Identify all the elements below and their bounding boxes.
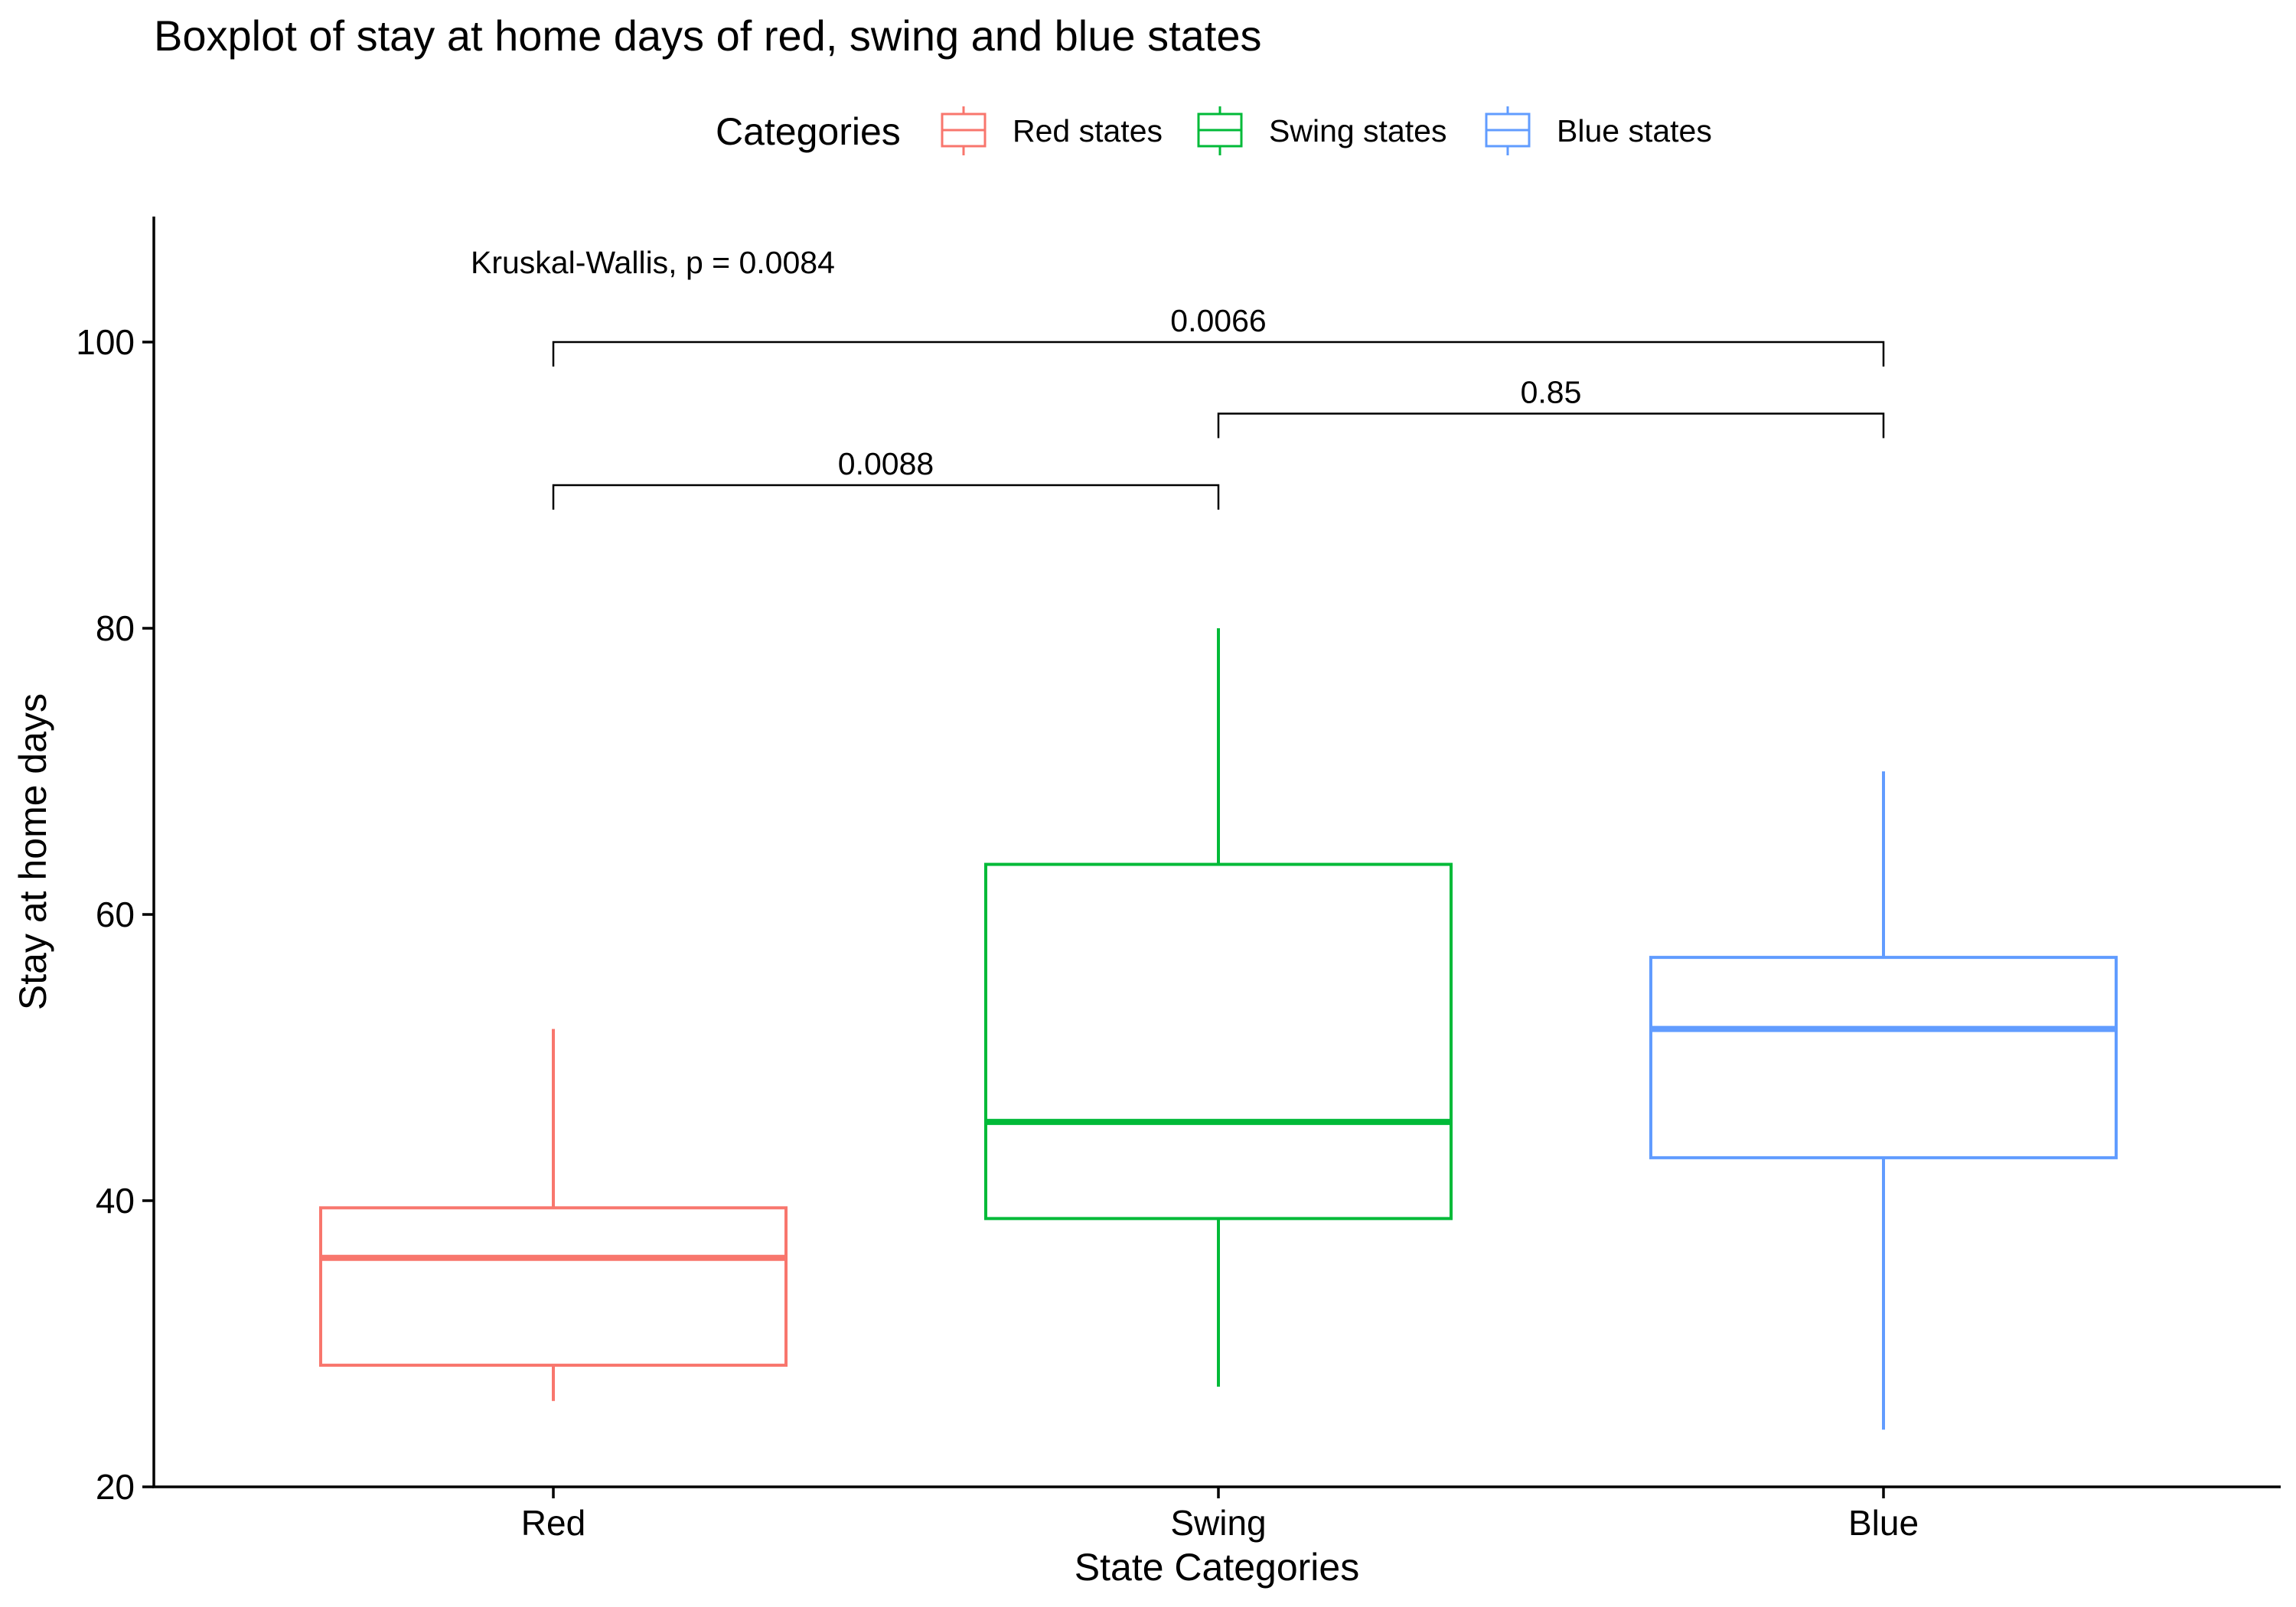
legend-entry-red: Red states <box>941 106 1163 155</box>
bracket-p-value: 0.0088 <box>838 446 934 481</box>
y-tick-label: 100 <box>76 322 135 362</box>
legend: Categories Red states Swing states Blue sta… <box>716 106 1712 155</box>
x-tick-label-swing: Swing <box>1170 1503 1266 1543</box>
y-tick-label: 40 <box>96 1181 135 1221</box>
bracket-line <box>552 341 1885 367</box>
y-tick-label: 20 <box>96 1467 135 1507</box>
comparison-brackets: 0.0088 0.85 0.0066 <box>552 303 1885 510</box>
box-red <box>319 1028 788 1401</box>
bracket-line <box>1217 412 1885 438</box>
y-axis-ticks: 20 40 60 80 100 <box>76 322 154 1507</box>
y-axis-label: Stay at home days <box>11 693 54 1010</box>
bracket-p-value: 0.0066 <box>1170 303 1266 338</box>
legend-title: Categories <box>716 110 901 153</box>
iqr-box <box>984 862 1453 1221</box>
x-axis-label: State Categories <box>1075 1546 1359 1589</box>
y-tick-label: 60 <box>96 895 135 934</box>
legend-entry-label: Red states <box>1013 113 1163 148</box>
box-swing <box>984 628 1453 1387</box>
boxes <box>319 628 2118 1430</box>
kruskal-wallis-annotation: Kruskal-Wallis, p = 0.0084 <box>471 245 835 280</box>
bracket-red-blue: 0.0066 <box>552 303 1885 367</box>
legend-entry-blue: Blue states <box>1485 106 1712 155</box>
bracket-line <box>552 484 1220 510</box>
chart-title: Boxplot of stay at home days of red, swi… <box>154 11 1262 60</box>
iqr-box <box>319 1206 788 1367</box>
box-blue <box>1649 771 2118 1430</box>
iqr-box <box>1649 956 2118 1159</box>
legend-entry-label: Swing states <box>1269 113 1446 148</box>
legend-entry-label: Blue states <box>1557 113 1712 148</box>
x-tick-label-blue: Blue <box>1848 1503 1919 1543</box>
y-tick-label: 80 <box>96 608 135 648</box>
x-tick-label-red: Red <box>521 1503 585 1543</box>
legend-entry-swing: Swing states <box>1197 106 1446 155</box>
bracket-p-value: 0.85 <box>1521 375 1582 410</box>
bracket-swing-blue: 0.85 <box>1217 375 1885 438</box>
x-axis-ticks: Red Swing Blue <box>521 1487 1919 1543</box>
plot-area: 20 40 60 80 100 Red Swing Blue 0.0088 0.85 0.006… <box>76 217 2281 1543</box>
bracket-red-swing: 0.0088 <box>552 446 1220 510</box>
